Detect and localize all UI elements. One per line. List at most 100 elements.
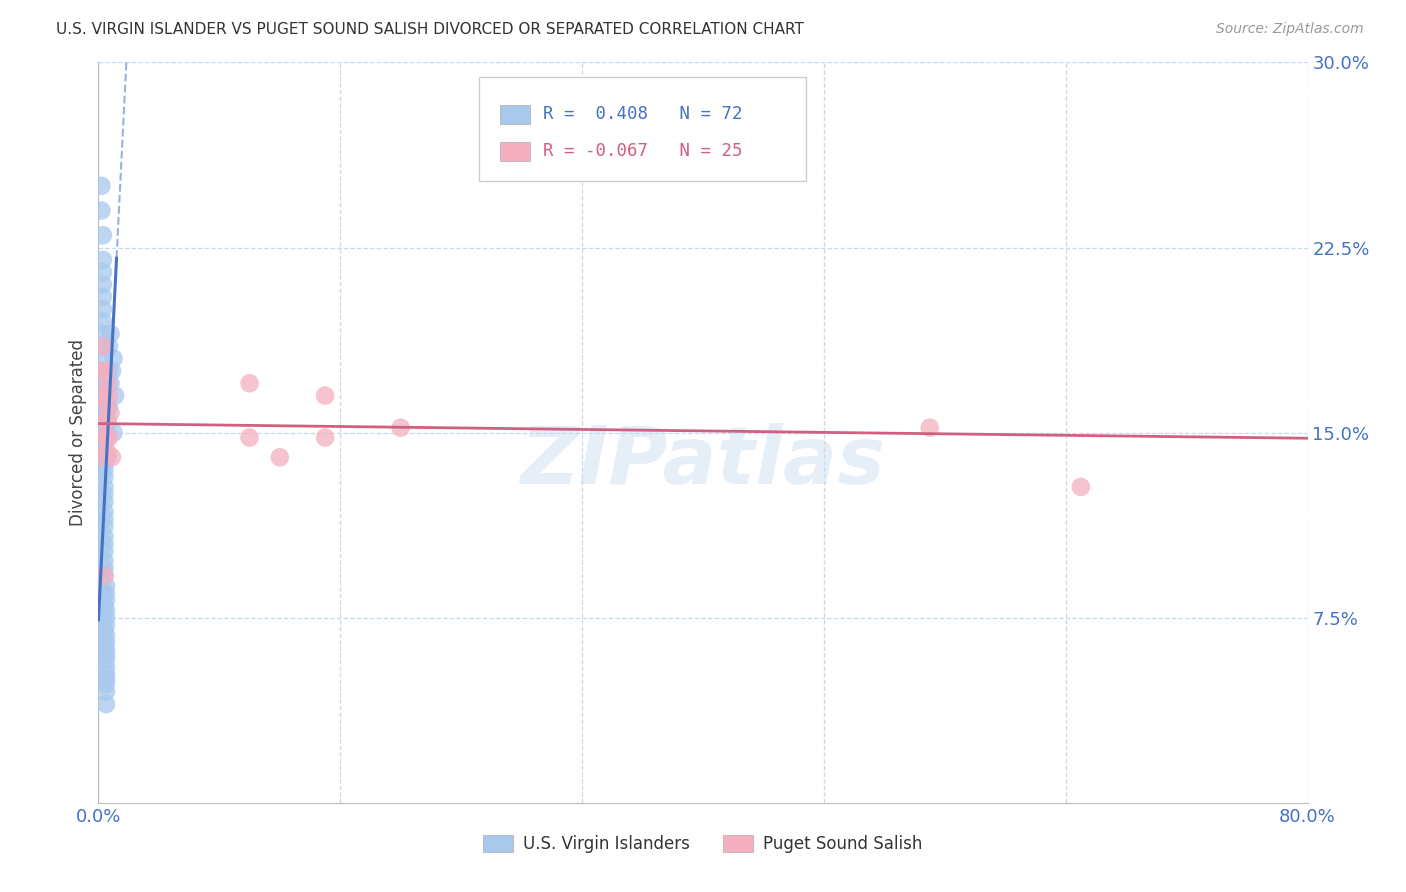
- Point: [93, 512, 115, 526]
- Point: [91, 339, 114, 353]
- Point: [91, 290, 114, 304]
- Point: [96, 413, 118, 427]
- Point: [93, 487, 115, 501]
- Point: [94, 593, 117, 607]
- Point: [93, 599, 115, 613]
- Point: [93, 568, 115, 582]
- Point: [94, 673, 117, 687]
- Point: [91, 401, 114, 415]
- Point: [93, 413, 115, 427]
- Point: [104, 388, 127, 402]
- Point: [314, 431, 336, 445]
- Point: [269, 450, 291, 465]
- Point: [96, 376, 118, 391]
- Point: [94, 642, 117, 657]
- Point: [1070, 480, 1092, 494]
- Point: [91, 228, 114, 243]
- Point: [93, 554, 115, 568]
- Point: [91, 388, 114, 402]
- Point: [101, 450, 124, 465]
- Point: [94, 586, 117, 600]
- FancyBboxPatch shape: [501, 142, 530, 161]
- Point: [100, 376, 122, 391]
- Point: [91, 314, 114, 328]
- Point: [94, 667, 117, 681]
- Point: [91, 351, 114, 366]
- Legend: U.S. Virgin Islanders, Puget Sound Salish: U.S. Virgin Islanders, Puget Sound Salis…: [475, 826, 931, 861]
- Point: [94, 648, 117, 662]
- Point: [91, 302, 114, 317]
- Point: [91, 339, 114, 353]
- Point: [100, 326, 122, 341]
- Point: [93, 431, 115, 445]
- Point: [93, 438, 115, 452]
- Point: [93, 445, 115, 459]
- Point: [94, 677, 117, 691]
- Point: [98, 401, 121, 415]
- Point: [94, 364, 117, 378]
- Point: [93, 413, 115, 427]
- Text: Source: ZipAtlas.com: Source: ZipAtlas.com: [1216, 22, 1364, 37]
- FancyBboxPatch shape: [479, 78, 806, 181]
- Point: [93, 519, 115, 533]
- Point: [94, 431, 117, 445]
- Point: [91, 277, 114, 292]
- Point: [91, 364, 114, 378]
- Point: [93, 536, 115, 550]
- Point: [239, 376, 262, 391]
- Point: [389, 420, 412, 434]
- Point: [93, 455, 115, 469]
- Point: [93, 568, 115, 582]
- Y-axis label: Divorced or Separated: Divorced or Separated: [69, 339, 87, 526]
- Point: [239, 431, 262, 445]
- Point: [91, 252, 114, 267]
- Point: [91, 586, 114, 600]
- Point: [91, 326, 114, 341]
- Point: [94, 628, 117, 642]
- Point: [91, 376, 114, 391]
- Point: [94, 660, 117, 674]
- Point: [98, 431, 121, 445]
- Point: [93, 431, 115, 445]
- Point: [93, 494, 115, 508]
- Point: [93, 470, 115, 484]
- Point: [91, 364, 114, 378]
- Point: [94, 635, 117, 649]
- Point: [93, 623, 115, 637]
- Point: [98, 364, 121, 378]
- Point: [94, 396, 117, 410]
- Point: [96, 376, 118, 391]
- Point: [314, 388, 336, 402]
- Point: [93, 529, 115, 543]
- Point: [918, 420, 941, 434]
- Point: [94, 603, 117, 617]
- Point: [96, 401, 118, 415]
- Point: [103, 351, 125, 366]
- Text: U.S. VIRGIN ISLANDER VS PUGET SOUND SALISH DIVORCED OR SEPARATED CORRELATION CHA: U.S. VIRGIN ISLANDER VS PUGET SOUND SALI…: [56, 22, 804, 37]
- Point: [93, 450, 115, 465]
- Text: ZIPatlas: ZIPatlas: [520, 423, 886, 501]
- Point: [98, 339, 121, 353]
- Point: [94, 685, 117, 699]
- Point: [96, 425, 118, 440]
- Point: [94, 653, 117, 667]
- Point: [93, 462, 115, 476]
- Point: [93, 505, 115, 519]
- Point: [103, 425, 125, 440]
- Text: R =  0.408   N = 72: R = 0.408 N = 72: [543, 105, 742, 123]
- Point: [96, 413, 118, 427]
- Point: [100, 406, 122, 420]
- Point: [90, 203, 112, 218]
- Point: [94, 579, 117, 593]
- Point: [93, 635, 115, 649]
- Point: [98, 388, 121, 402]
- FancyBboxPatch shape: [501, 105, 530, 123]
- Point: [91, 265, 114, 279]
- Point: [90, 178, 112, 193]
- Point: [91, 610, 114, 624]
- Point: [93, 480, 115, 494]
- Point: [94, 618, 117, 632]
- Text: R = -0.067   N = 25: R = -0.067 N = 25: [543, 143, 742, 161]
- Point: [93, 388, 115, 402]
- Point: [101, 364, 124, 378]
